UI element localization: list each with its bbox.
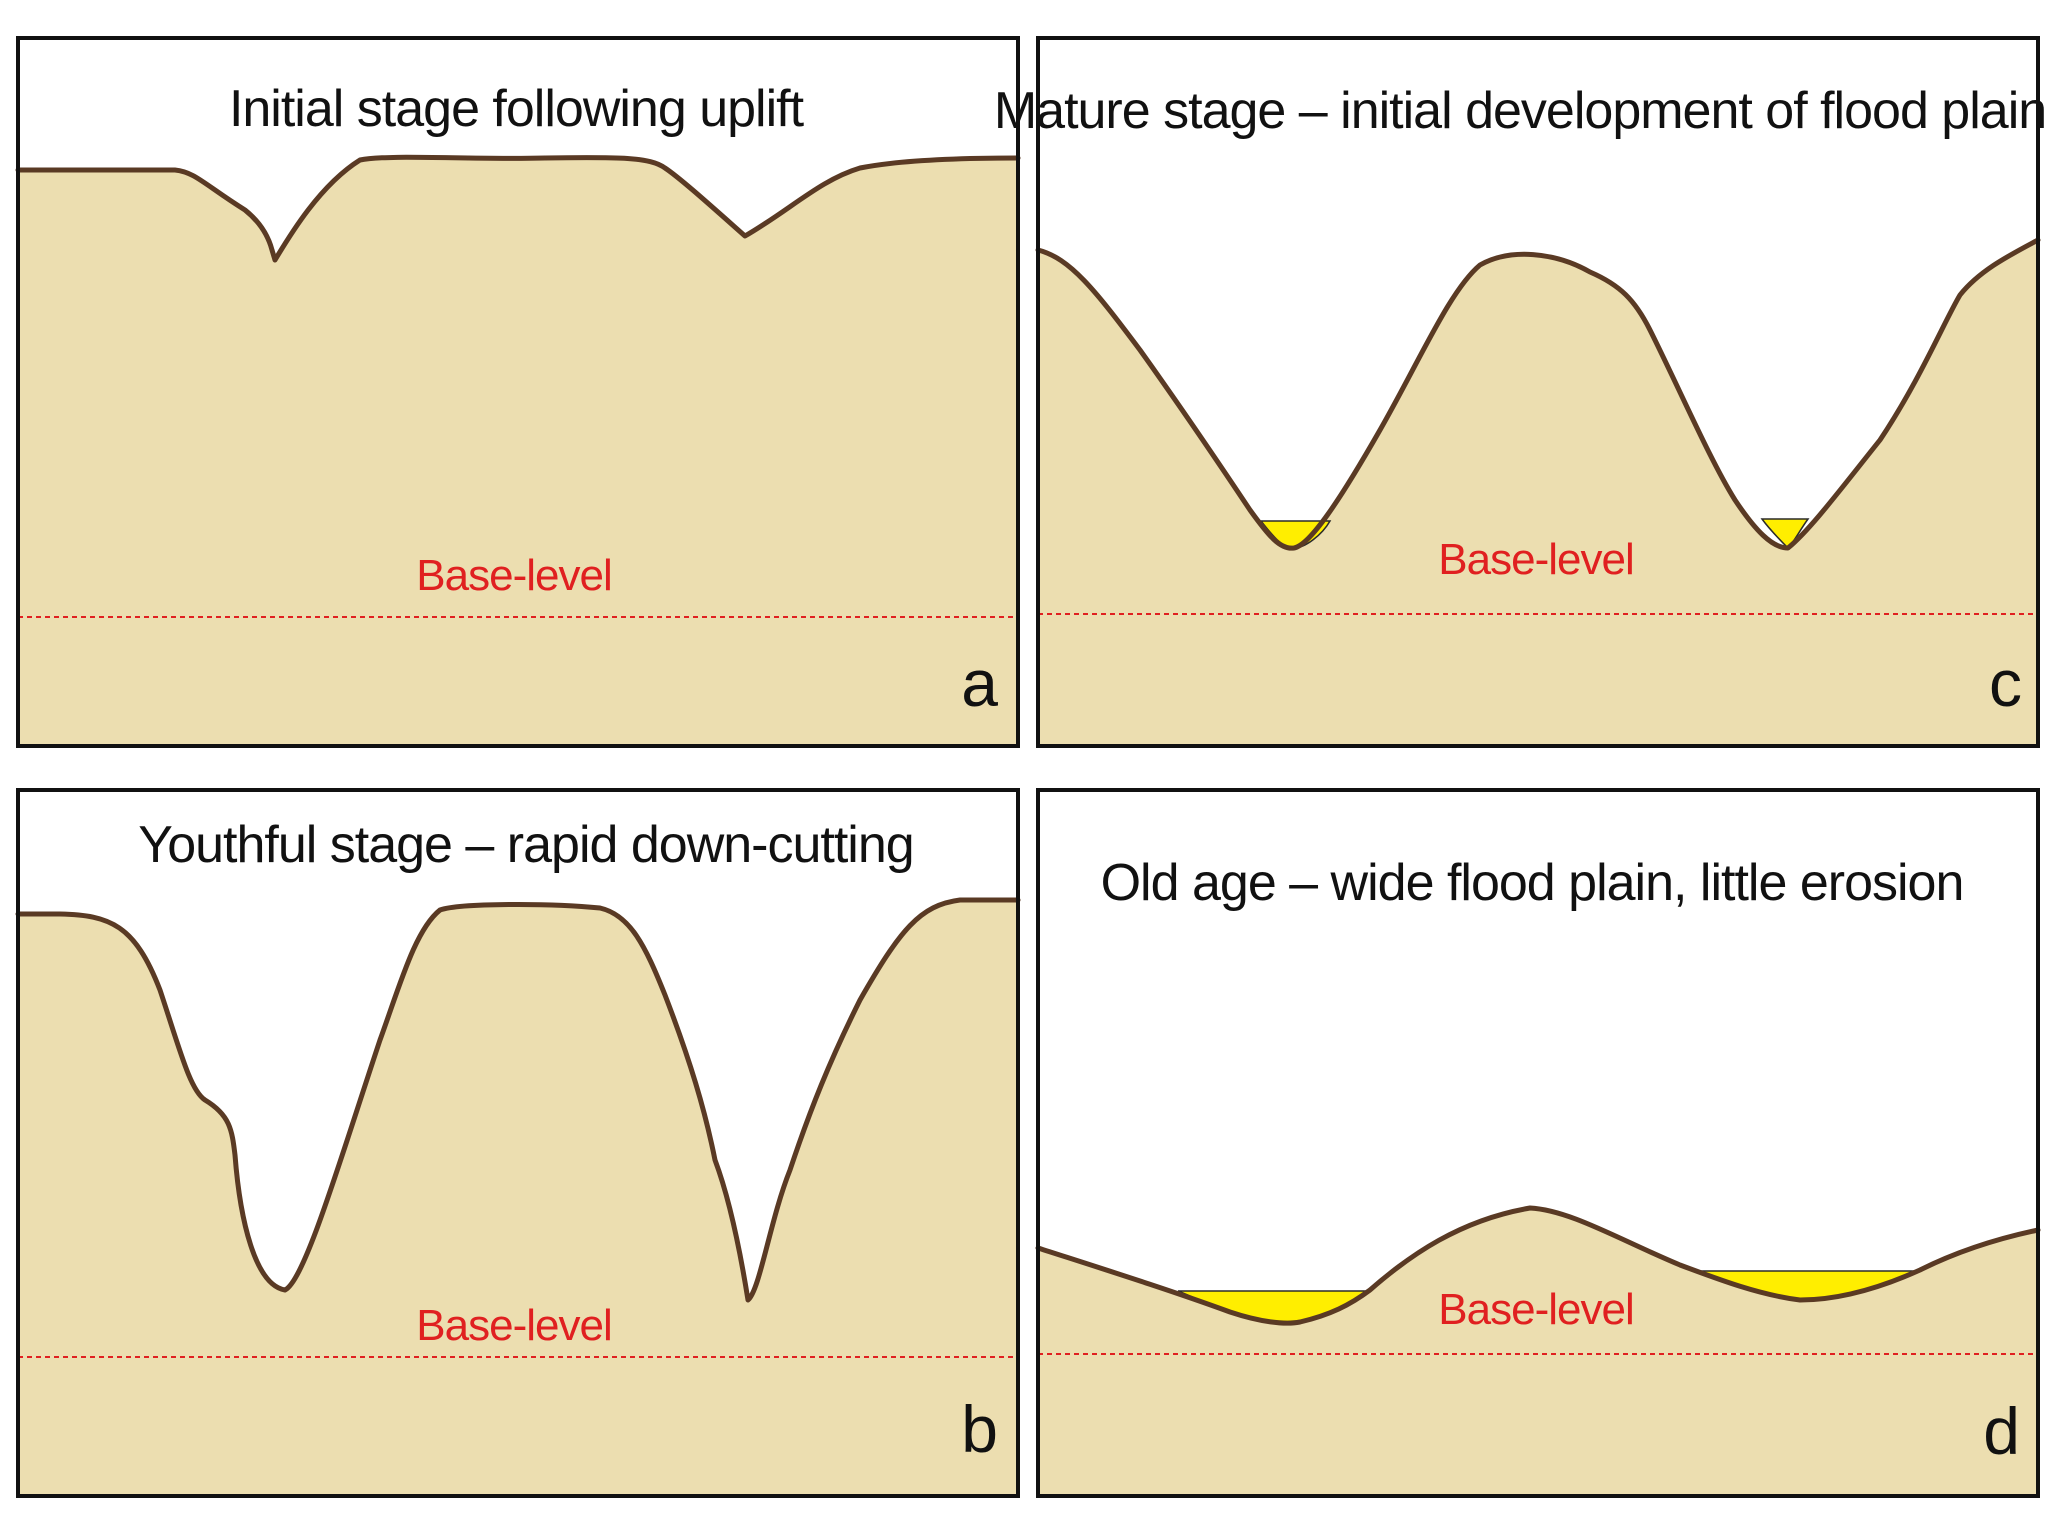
- panel-b-surface-line: [15, 897, 1021, 1303]
- panel-c-letter: c: [1989, 646, 2022, 720]
- panel-a-ground: [18, 157, 1018, 746]
- panel-a-base-level-label: Base-level: [416, 551, 611, 600]
- panel-b-base-level-label: Base-level: [416, 1301, 611, 1350]
- panel-b-letter: b: [961, 1392, 998, 1466]
- panel-c-base-level-label: Base-level: [1438, 535, 1633, 584]
- panel-c-ground: [1038, 240, 2038, 746]
- panel-d-base-level-label: Base-level: [1438, 1285, 1633, 1334]
- panel-b-frame: [16, 788, 1020, 1498]
- panel-c-surface-line: [1035, 237, 2041, 551]
- panel-d-title: Old age – wide flood plain, little erosi…: [1101, 854, 1964, 912]
- panel-d-letter: d: [1983, 1394, 2020, 1468]
- panel-b-title: Youthful stage – rapid down-cutting: [138, 816, 913, 874]
- panel-d-ground: [1038, 1208, 2038, 1496]
- panel-c-title: Mature stage – initial development of fl…: [994, 82, 2046, 140]
- panel-d-frame: [1036, 788, 2040, 1498]
- panel-c-frame: [1036, 36, 2040, 748]
- panel-b-ground: [18, 900, 1018, 1496]
- panel-a: Initial stage following uplift Base-leve…: [15, 36, 1021, 748]
- panel-a-title: Initial stage following uplift: [229, 80, 805, 138]
- panel-a-surface-line: [15, 154, 1021, 263]
- panel-d-surface-line: [1035, 1205, 2041, 1326]
- panel-a-frame: [16, 36, 1020, 748]
- panel-a-letter: a: [961, 646, 998, 720]
- panel-c: Mature stage – initial development of fl…: [994, 36, 2047, 748]
- panel-d: Old age – wide flood plain, little erosi…: [1035, 788, 2041, 1498]
- panel-b: Youthful stage – rapid down-cutting Base…: [15, 788, 1021, 1498]
